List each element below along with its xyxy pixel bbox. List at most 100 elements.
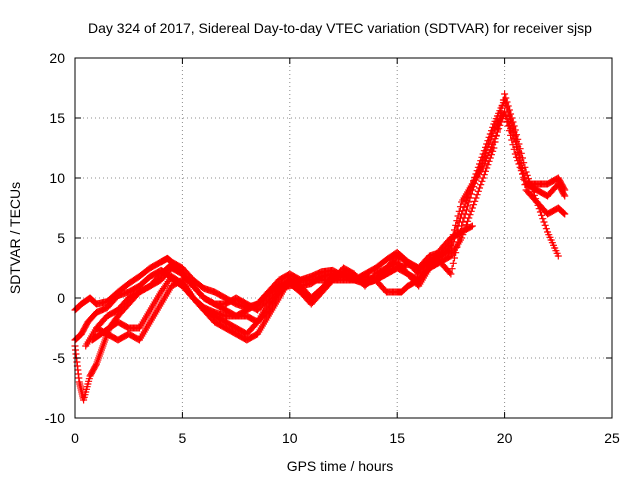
data-point bbox=[458, 234, 466, 242]
data-point bbox=[560, 191, 568, 199]
data-point bbox=[462, 206, 470, 214]
data-points bbox=[71, 90, 569, 404]
data-point bbox=[498, 102, 506, 110]
data-point bbox=[498, 115, 506, 123]
data-point bbox=[513, 131, 521, 139]
data-point bbox=[456, 203, 464, 211]
data-point bbox=[466, 211, 474, 219]
data-point bbox=[519, 170, 526, 178]
x-axis-label: GPS time / hours bbox=[287, 458, 394, 474]
data-point bbox=[560, 209, 568, 217]
data-point bbox=[484, 161, 492, 169]
data-point bbox=[511, 126, 519, 134]
data-point bbox=[515, 140, 523, 148]
x-tick-label: 10 bbox=[282, 430, 298, 446]
data-point bbox=[466, 194, 474, 202]
data-point bbox=[453, 217, 461, 225]
data-point bbox=[468, 222, 476, 230]
data-point bbox=[449, 259, 457, 267]
data-point bbox=[509, 118, 517, 126]
data-point bbox=[520, 173, 528, 181]
data-point bbox=[513, 153, 521, 161]
data-point bbox=[520, 159, 528, 167]
data-point bbox=[493, 128, 501, 136]
data-point bbox=[511, 150, 519, 158]
data-point bbox=[542, 225, 550, 233]
data-point bbox=[501, 108, 509, 116]
data-point bbox=[486, 136, 494, 144]
data-point bbox=[471, 197, 479, 205]
data-point bbox=[523, 171, 531, 179]
data-point bbox=[446, 241, 454, 249]
data-point bbox=[508, 114, 516, 122]
data-point bbox=[467, 223, 475, 231]
data-point bbox=[530, 191, 538, 199]
x-tick-label: 5 bbox=[179, 430, 187, 446]
data-point bbox=[476, 184, 484, 192]
data-point bbox=[561, 210, 569, 218]
x-tick-label: 20 bbox=[497, 430, 513, 446]
data-point bbox=[535, 205, 543, 213]
data-point bbox=[489, 129, 497, 137]
y-tick-label: 5 bbox=[57, 230, 65, 246]
series-6 bbox=[88, 108, 569, 344]
data-point bbox=[474, 187, 482, 195]
data-point bbox=[534, 201, 542, 209]
data-point bbox=[532, 195, 540, 203]
data-point bbox=[477, 181, 485, 189]
data-point bbox=[458, 222, 466, 230]
data-point bbox=[464, 202, 472, 210]
data-point bbox=[510, 122, 518, 130]
axis-ticks: 0 5 10 15 20 25 -10 -5 0 5 10 15 20 bbox=[45, 50, 620, 446]
data-point bbox=[560, 185, 568, 193]
data-point bbox=[497, 118, 505, 126]
data-point bbox=[490, 138, 498, 146]
y-tick-label: -5 bbox=[53, 350, 66, 366]
data-point bbox=[461, 210, 469, 218]
data-point bbox=[472, 194, 480, 202]
data-point bbox=[507, 131, 515, 139]
data-point bbox=[482, 167, 490, 175]
data-point bbox=[470, 201, 478, 209]
data-point bbox=[447, 270, 455, 278]
data-point bbox=[478, 177, 486, 185]
data-point bbox=[510, 145, 518, 153]
data-point bbox=[539, 215, 547, 223]
data-point bbox=[503, 98, 511, 106]
data-point bbox=[536, 208, 544, 216]
y-axis-label: SDTVAR / TECUs bbox=[7, 182, 23, 294]
data-point bbox=[479, 174, 487, 182]
data-point bbox=[480, 171, 488, 179]
data-point bbox=[529, 188, 537, 196]
data-point bbox=[503, 117, 511, 125]
data-point bbox=[501, 90, 509, 98]
data-point bbox=[502, 94, 510, 102]
x-tick-label: 0 bbox=[71, 430, 79, 446]
series-1 bbox=[71, 248, 444, 314]
data-point bbox=[522, 168, 530, 176]
y-tick-label: 0 bbox=[57, 290, 65, 306]
data-point bbox=[517, 149, 525, 157]
data-point bbox=[514, 135, 522, 143]
data-point bbox=[447, 240, 455, 248]
data-point bbox=[465, 214, 473, 222]
data-point bbox=[559, 209, 567, 217]
data-point bbox=[561, 192, 569, 200]
data-point bbox=[561, 186, 569, 194]
data-point bbox=[492, 131, 500, 139]
data-point bbox=[452, 221, 460, 229]
data-point bbox=[538, 211, 546, 219]
y-tick-label: 20 bbox=[49, 50, 65, 66]
y-tick-label: -10 bbox=[45, 410, 65, 426]
data-point bbox=[491, 135, 499, 143]
data-point bbox=[554, 252, 562, 260]
data-point bbox=[509, 141, 517, 149]
data-point bbox=[508, 136, 516, 144]
y-tick-label: 15 bbox=[49, 110, 65, 126]
data-point bbox=[468, 204, 476, 212]
x-tick-label: 15 bbox=[389, 430, 405, 446]
data-point bbox=[540, 218, 548, 226]
